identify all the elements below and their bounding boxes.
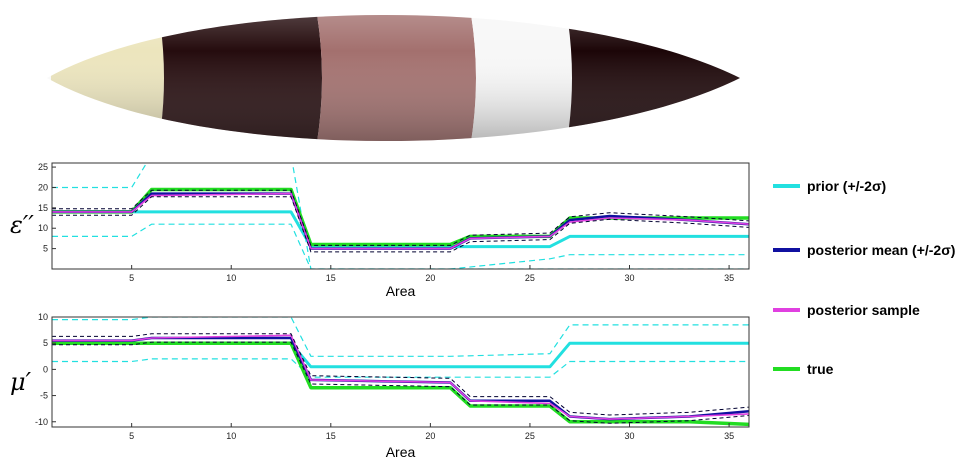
prior-lower-bound bbox=[52, 358, 749, 378]
legend-label-posterior-mean: posterior mean (+/-2σ) bbox=[807, 242, 955, 258]
x-tick-label: 15 bbox=[326, 431, 336, 441]
posterior-lower-bound bbox=[52, 341, 749, 424]
prior-mean-line bbox=[52, 341, 749, 369]
y-tick-label: 5 bbox=[43, 338, 48, 348]
x-tick-label: 10 bbox=[226, 273, 236, 283]
posterior-upper-bound bbox=[52, 189, 749, 246]
x-tick-label: 30 bbox=[625, 273, 635, 283]
legend-label-prior: prior (+/-2σ) bbox=[807, 178, 886, 194]
prior-lower-bound bbox=[52, 223, 749, 269]
prior-upper-bound bbox=[52, 163, 749, 269]
epsilon-y-label: ε′′ bbox=[10, 211, 34, 239]
y-tick-label: 10 bbox=[38, 223, 48, 233]
mu-plot: 5 10 15 20 25 30 35 10 5 0 -5 -10 μ′ Area bbox=[10, 312, 750, 460]
posterior-sample-line bbox=[52, 334, 749, 420]
x-tick-label: 20 bbox=[425, 431, 435, 441]
x-tick-label: 25 bbox=[525, 273, 535, 283]
mu-plot-frame bbox=[51, 316, 750, 428]
posterior-mean-line bbox=[52, 336, 749, 421]
epsilon-plot: 5 10 15 20 25 30 35 5 10 15 20 25 ε′′ Area bbox=[10, 162, 750, 299]
y-tick-label: -10 bbox=[35, 417, 48, 427]
mu-x-label: Area bbox=[386, 444, 416, 460]
y-tick-label: 10 bbox=[38, 312, 48, 322]
x-tick-label: 10 bbox=[226, 431, 236, 441]
x-tick-label: 30 bbox=[625, 431, 635, 441]
y-tick-label: 20 bbox=[38, 182, 48, 192]
target-body-rendering bbox=[47, 15, 740, 141]
y-tick-label: -5 bbox=[40, 391, 48, 401]
x-tick-label: 25 bbox=[525, 431, 535, 441]
legend-label-posterior-sample: posterior sample bbox=[807, 302, 920, 318]
x-tick-label: 5 bbox=[129, 273, 134, 283]
y-tick-label: 5 bbox=[43, 244, 48, 254]
epsilon-x-label: Area bbox=[386, 283, 416, 299]
y-tick-label: 25 bbox=[38, 162, 48, 172]
y-tick-label: 0 bbox=[43, 364, 48, 374]
x-tick-label: 35 bbox=[724, 431, 734, 441]
x-tick-label: 5 bbox=[129, 431, 134, 441]
posterior-lower-bound bbox=[52, 196, 749, 253]
prior-mean-line bbox=[52, 210, 749, 249]
true-line bbox=[52, 341, 749, 427]
x-tick-label: 35 bbox=[724, 273, 734, 283]
posterior-sample-line bbox=[52, 192, 749, 250]
mu-y-label: μ′ bbox=[10, 368, 32, 396]
x-tick-label: 15 bbox=[326, 273, 336, 283]
x-tick-label: 20 bbox=[425, 273, 435, 283]
posterior-upper-bound bbox=[52, 333, 749, 416]
prior-upper-bound bbox=[52, 317, 749, 357]
epsilon-plot-frame bbox=[51, 162, 750, 270]
legend: prior (+/-2σ) posterior mean (+/-2σ) pos… bbox=[773, 178, 955, 377]
legend-label-true: true bbox=[807, 361, 834, 377]
y-tick-label: 15 bbox=[38, 203, 48, 213]
